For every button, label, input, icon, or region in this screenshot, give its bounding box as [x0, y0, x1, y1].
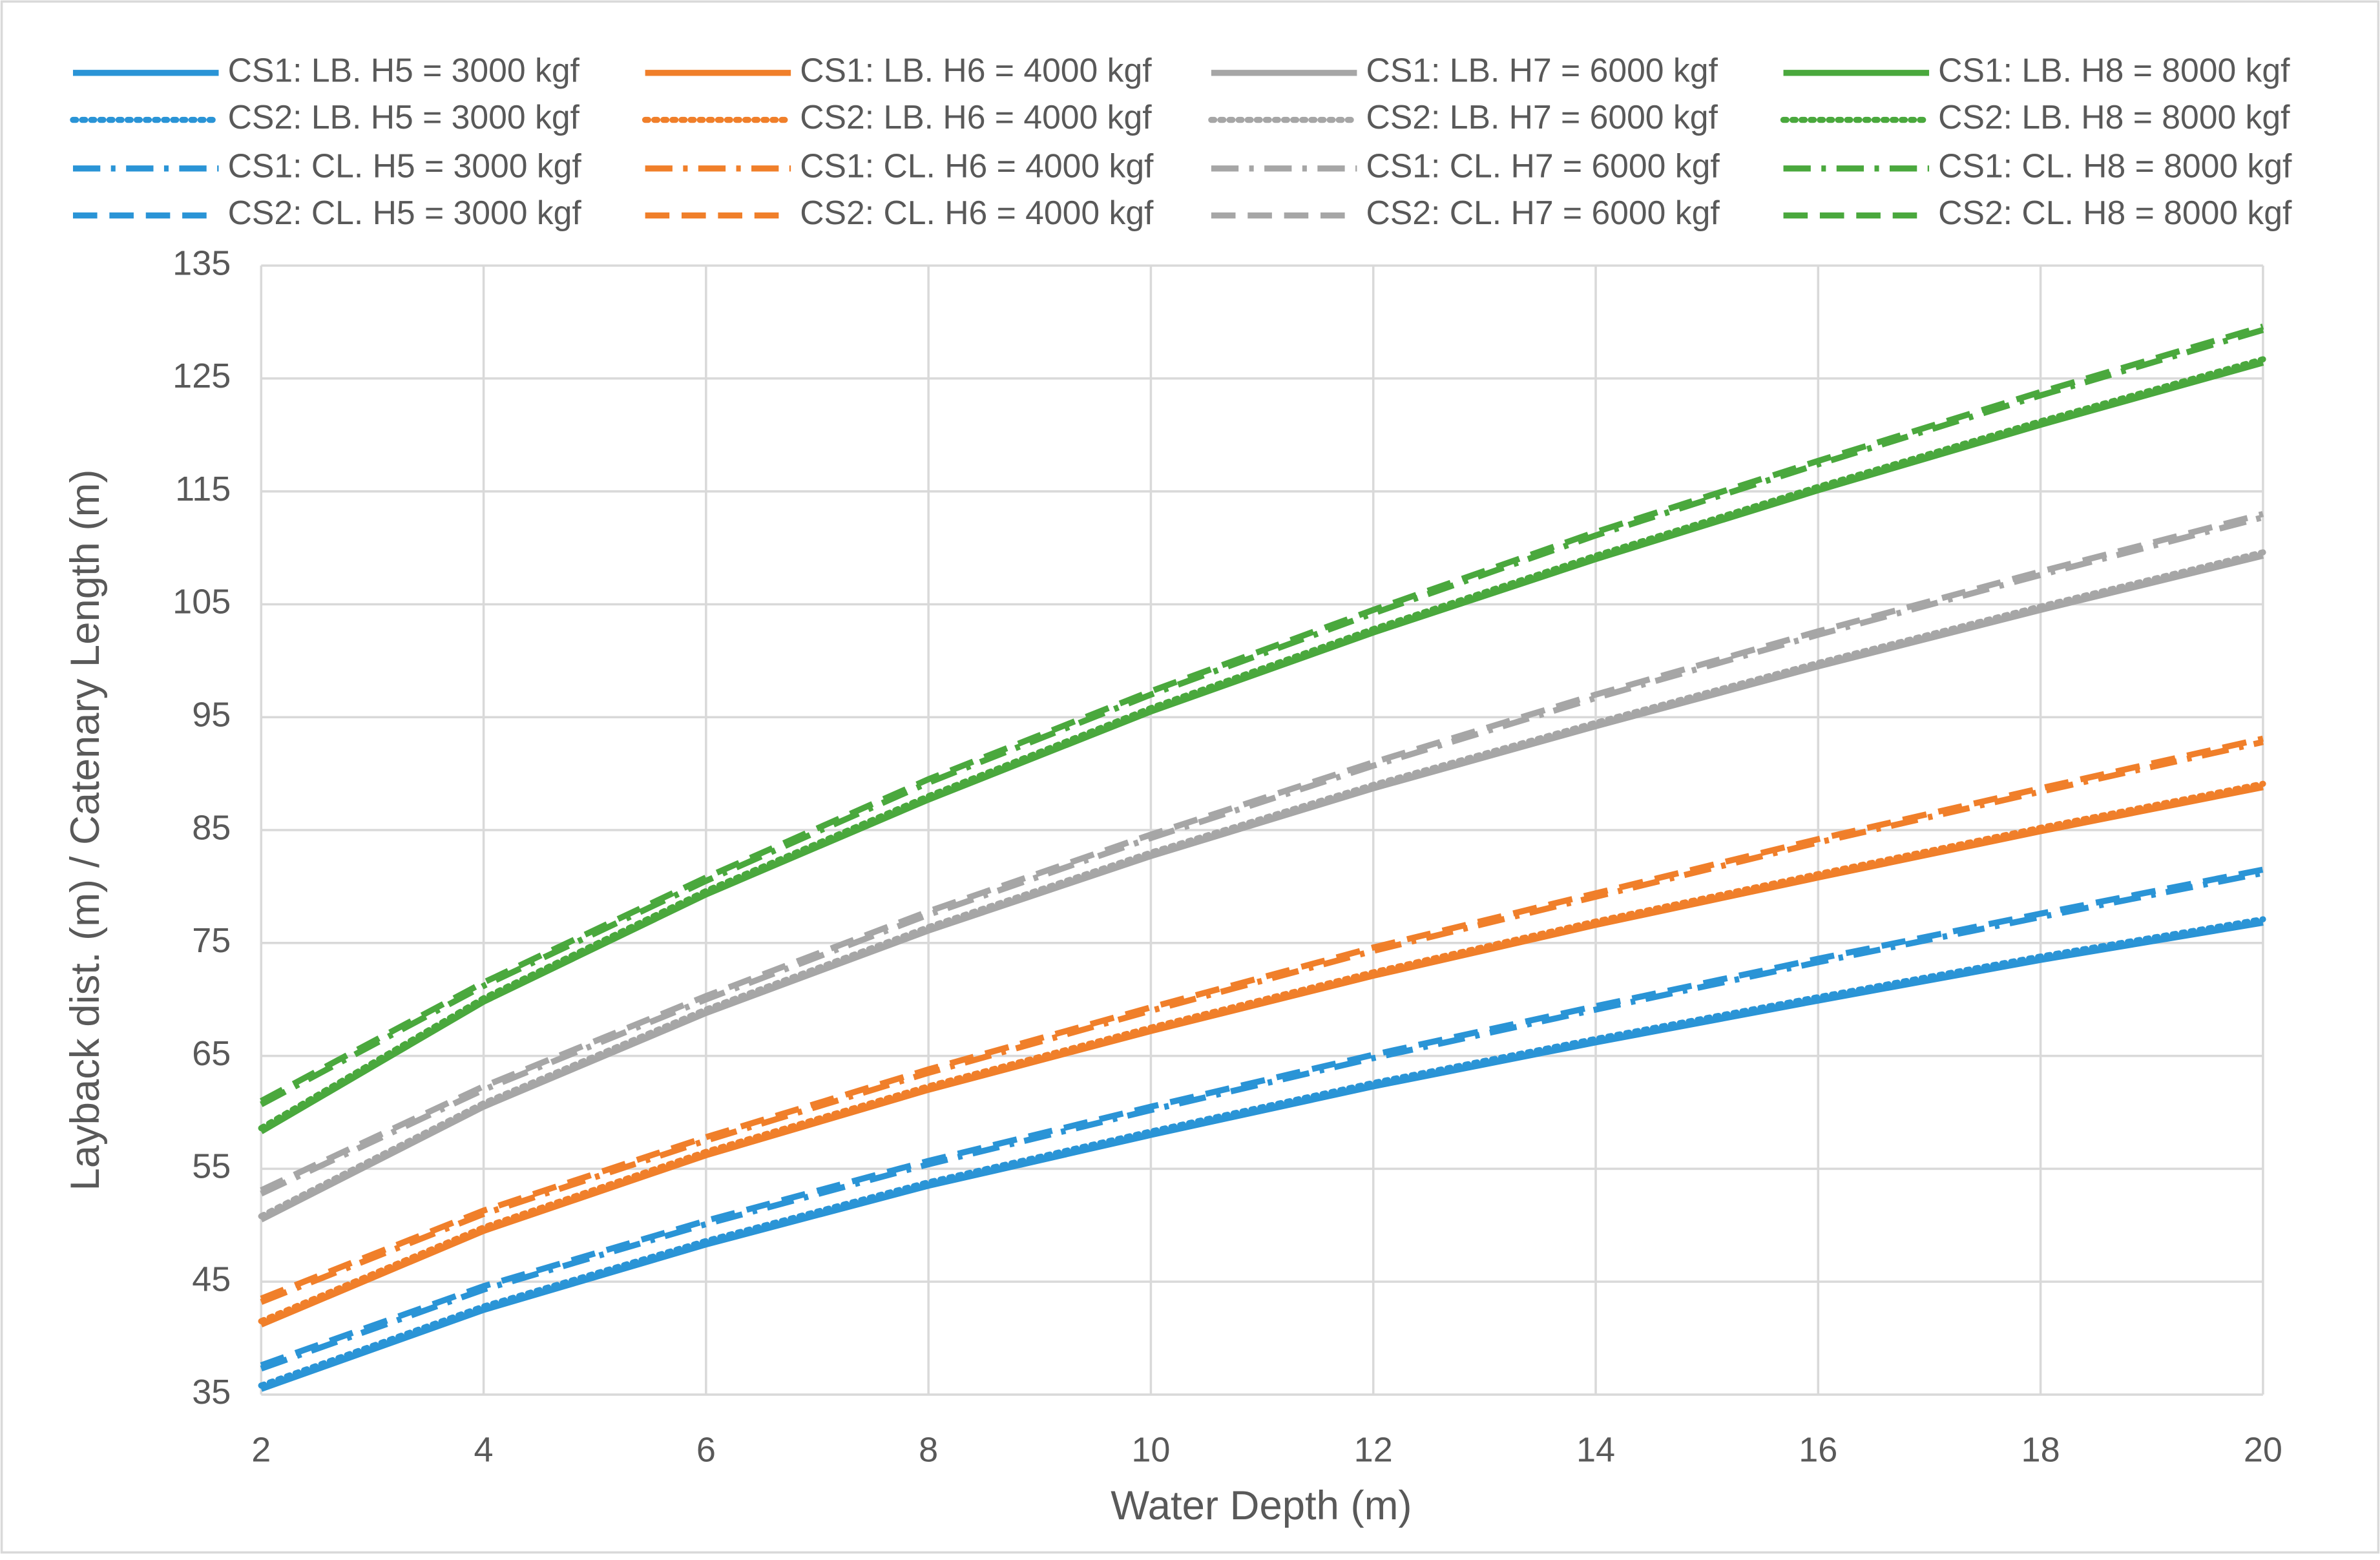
y-tick-label: 45 [192, 1260, 231, 1298]
y-tick-label: 65 [192, 1034, 231, 1073]
y-tick-label: 95 [192, 696, 231, 734]
series-line [258, 916, 2266, 1389]
series-line [260, 323, 2264, 1104]
legend-label: CS1: LB. H8 = 8000 kgf [1938, 51, 2290, 88]
x-tick-label: 14 [1576, 1430, 1615, 1469]
legend-label: CS1: LB. H6 = 4000 kgf [800, 51, 1152, 88]
legend-label: CS1: CL. H6 = 4000 kgf [800, 147, 1154, 184]
series-line [258, 549, 2266, 1220]
x-tick-label: 16 [1799, 1430, 1837, 1469]
legend-label: CS2: LB. H5 = 3000 kgf [228, 98, 580, 136]
legend-label: CS1: CL. H8 = 8000 kgf [1938, 147, 2292, 184]
series-line [260, 784, 2264, 1327]
y-tick-label: 115 [175, 470, 231, 508]
legend-label: CS2: CL. H8 = 8000 kgf [1938, 194, 2292, 231]
series-line [260, 739, 2264, 1305]
legend-label: CS1: LB. H5 = 3000 kgf [228, 51, 580, 88]
x-tick-label: 18 [2021, 1430, 2060, 1469]
x-tick-label: 2 [251, 1430, 271, 1469]
series-line [260, 514, 2264, 1197]
legend-label: CS2: LB. H7 = 6000 kgf [1366, 98, 1718, 136]
x-tick-label: 8 [919, 1430, 938, 1469]
y-tick-label: 105 [172, 583, 231, 621]
x-tick-label: 12 [1354, 1430, 1393, 1469]
y-tick-label: 135 [172, 244, 231, 282]
series-line [260, 869, 2264, 1372]
y-axis-label: Layback dist. (m) / Catenary Length (m) [63, 469, 108, 1191]
y-tick-label: 55 [192, 1147, 231, 1186]
y-tick-label: 125 [172, 357, 231, 395]
legend-label: CS1: LB. H7 = 6000 kgf [1366, 51, 1718, 88]
legend-label: CS2: CL. H7 = 6000 kgf [1366, 194, 1720, 231]
legend-label: CS2: CL. H6 = 4000 kgf [800, 194, 1154, 231]
y-tick-label: 35 [192, 1373, 231, 1411]
legend-label: CS2: CL. H5 = 3000 kgf [228, 194, 582, 231]
y-tick-label: 75 [192, 921, 231, 960]
series-line [258, 356, 2266, 1132]
x-tick-label: 6 [696, 1430, 716, 1469]
series-line [258, 780, 2266, 1325]
y-tick-label: 85 [192, 808, 231, 847]
legend-label: CS1: CL. H5 = 3000 kgf [228, 147, 582, 184]
series-line [260, 511, 2264, 1193]
legend-label: CS2: LB. H6 = 4000 kgf [800, 98, 1152, 136]
series-line [260, 552, 2264, 1223]
series-line [260, 919, 2264, 1392]
legend-label: CS1: CL. H7 = 6000 kgf [1366, 147, 1720, 184]
series-line [260, 327, 2264, 1107]
x-axis-label: Water Depth (m) [1111, 1483, 1412, 1528]
x-tick-label: 20 [2244, 1430, 2282, 1469]
x-tick-label: 10 [1131, 1430, 1170, 1469]
legend-label: CS2: LB. H8 = 8000 kgf [1938, 98, 2290, 136]
x-tick-label: 4 [474, 1430, 494, 1469]
series-line [260, 866, 2264, 1368]
series-line [259, 359, 2264, 1134]
